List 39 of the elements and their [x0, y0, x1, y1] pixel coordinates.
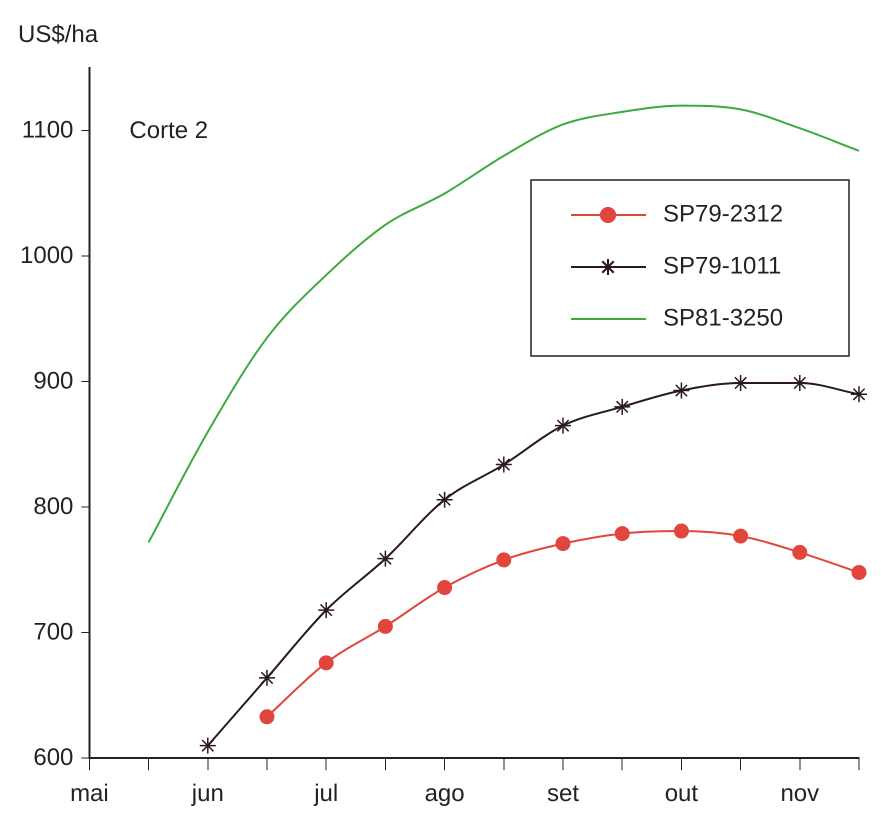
point	[258, 669, 276, 687]
x-tick-label: mai	[70, 780, 109, 808]
point	[376, 550, 394, 568]
point	[613, 398, 631, 416]
point	[318, 655, 334, 670]
point	[674, 524, 689, 539]
point	[850, 386, 868, 404]
y-axis-title: US$/ha	[18, 21, 99, 48]
y-tick-label: 1100	[22, 116, 74, 144]
y-tick-label: 900	[33, 367, 74, 394]
x-tick-label: ago	[424, 780, 465, 808]
x-tick-label: jun	[190, 780, 224, 808]
point	[555, 536, 570, 552]
annotation: Corte 2	[129, 117, 208, 144]
point	[496, 552, 512, 568]
point	[378, 618, 393, 634]
point	[436, 490, 454, 508]
point	[259, 709, 274, 724]
y-tick-label: 600	[33, 744, 74, 771]
legend-label: SP79-1011	[663, 252, 782, 280]
y-tick-label: 700	[33, 618, 74, 646]
x-tick-label: jul	[313, 780, 338, 808]
point	[437, 580, 452, 596]
x-tick-label: set	[546, 780, 580, 808]
y-tick-label: 1000	[20, 242, 74, 269]
point	[852, 564, 866, 580]
point	[614, 526, 630, 542]
x-tick-label: nov	[780, 780, 820, 808]
point	[792, 544, 808, 560]
point	[317, 601, 335, 619]
legend-label: SP79-2312	[663, 200, 784, 228]
legend-label: SP81-3250	[663, 304, 784, 332]
point	[495, 456, 513, 474]
x-tick-label: out	[664, 780, 698, 808]
point	[199, 736, 217, 754]
point	[554, 416, 572, 434]
point	[733, 528, 748, 544]
y-tick-label: 800	[33, 492, 74, 520]
point	[672, 382, 690, 400]
